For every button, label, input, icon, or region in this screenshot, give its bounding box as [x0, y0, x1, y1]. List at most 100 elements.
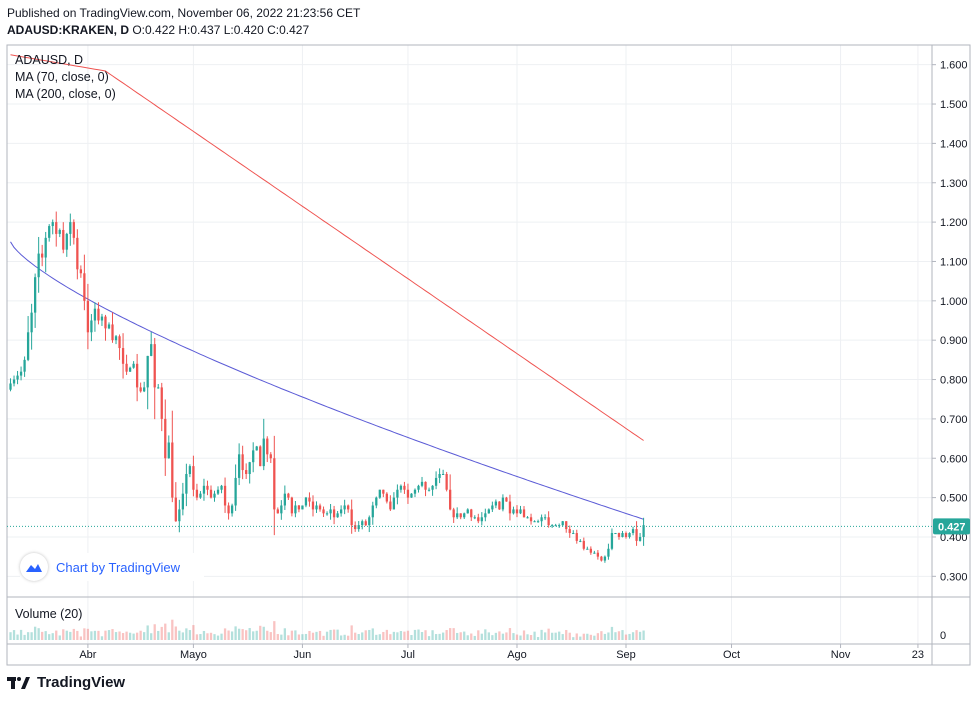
volume-bar: [515, 634, 519, 640]
candle-body: [150, 344, 153, 356]
candle-body: [322, 509, 325, 514]
candle-body: [216, 489, 220, 494]
symbol-ohlc: ADAUSD:KRAKEN, D O:0.422 H:0.437 L:0.420…: [7, 23, 309, 37]
volume-bar: [582, 633, 585, 640]
ma70-line: [10, 241, 644, 520]
volume-bar: [484, 629, 487, 640]
volume-bar: [332, 629, 336, 640]
volume-bar: [26, 632, 30, 640]
volume-legend: Volume (20): [15, 607, 83, 621]
footer-brand[interactable]: TradingView: [7, 674, 125, 691]
volume-bar: [554, 632, 557, 640]
volume-bar: [547, 628, 550, 640]
candle-body: [336, 513, 339, 518]
candle-body: [565, 521, 568, 530]
volume-bar: [533, 631, 536, 640]
price-tick-label: 0.700: [940, 414, 968, 426]
volume-bar: [41, 631, 44, 640]
volume-bar: [385, 629, 388, 640]
volume-bar: [586, 633, 589, 640]
candle-body: [533, 521, 536, 523]
candle-body: [624, 533, 628, 537]
candle-body: [441, 473, 445, 475]
candle-body: [146, 355, 149, 388]
price-tick-label: 1.200: [940, 217, 968, 229]
candle-body: [30, 312, 33, 333]
candle-body: [315, 505, 318, 510]
volume-bar: [339, 635, 343, 640]
volume-bar: [171, 619, 174, 640]
candle-body: [631, 529, 635, 534]
tradingview-watermark[interactable]: Chart by TradingView: [20, 553, 204, 581]
volume-bar: [572, 637, 575, 640]
volume-bar: [146, 625, 149, 640]
candle-body: [83, 273, 86, 301]
volume-bar: [417, 629, 420, 640]
time-tick-label: 23: [912, 649, 924, 661]
candle-body: [403, 485, 406, 490]
price-tick-label: 0.300: [940, 571, 968, 583]
volume-bar: [266, 630, 269, 640]
volume-bar: [301, 634, 304, 640]
candle-body: [230, 505, 234, 514]
candle-body: [484, 513, 487, 518]
volume-bar: [33, 626, 37, 640]
candle-body: [318, 505, 322, 510]
candle-body: [434, 477, 438, 486]
candle-body: [55, 222, 58, 234]
volume-bar: [505, 632, 508, 640]
time-tick-label: Mayo: [180, 649, 207, 661]
candle-body: [635, 529, 638, 541]
volume-bar: [104, 630, 107, 640]
volume-bar: [304, 633, 308, 640]
candle-body: [104, 316, 107, 329]
volume-bar: [294, 630, 297, 640]
volume-bar: [600, 631, 603, 640]
volume-bar: [199, 634, 202, 640]
volume-bar: [628, 633, 631, 640]
volume-bar: [480, 633, 483, 640]
time-tick-label: Ago: [507, 649, 527, 661]
volume-bar: [529, 635, 533, 640]
candle-body: [192, 466, 195, 490]
candle-body: [132, 363, 135, 368]
candle-body: [343, 505, 346, 510]
volume-bar: [188, 630, 192, 640]
volume-bar: [568, 632, 571, 640]
volume-bar: [276, 634, 279, 640]
price-tick-label: 1.600: [940, 60, 968, 72]
volume-bar: [93, 630, 97, 640]
candle-body: [26, 332, 30, 360]
volume-bar: [589, 634, 592, 640]
candle-body: [135, 363, 139, 388]
candle-body: [58, 229, 61, 234]
volume-bar: [72, 628, 75, 640]
candle-body: [375, 497, 378, 506]
volume-bar: [361, 632, 364, 640]
time-tick-label: Jun: [294, 649, 312, 661]
candle-body: [301, 505, 304, 510]
candle-body: [72, 222, 75, 238]
candle-body: [438, 473, 441, 478]
candle-body: [579, 540, 582, 542]
candle-body: [540, 517, 543, 522]
candle-body: [498, 501, 501, 510]
candle-body: [519, 509, 522, 514]
volume-bar: [508, 628, 512, 640]
volume-bar: [79, 636, 83, 640]
volume-bar: [185, 628, 188, 640]
volume-bar: [621, 630, 624, 640]
volume-bar: [19, 629, 23, 640]
volume-bar: [561, 634, 564, 640]
candle-body: [371, 505, 374, 518]
candle-body: [420, 481, 424, 486]
footer-brand-text: TradingView: [37, 674, 126, 691]
candle-body: [389, 501, 392, 510]
candle-body: [551, 525, 554, 527]
volume-bar: [16, 634, 19, 640]
chart-title-legend: ADAUSD, D: [15, 53, 84, 67]
candle-body: [593, 552, 596, 554]
candle-body: [266, 438, 269, 455]
volume-bar: [420, 632, 424, 640]
